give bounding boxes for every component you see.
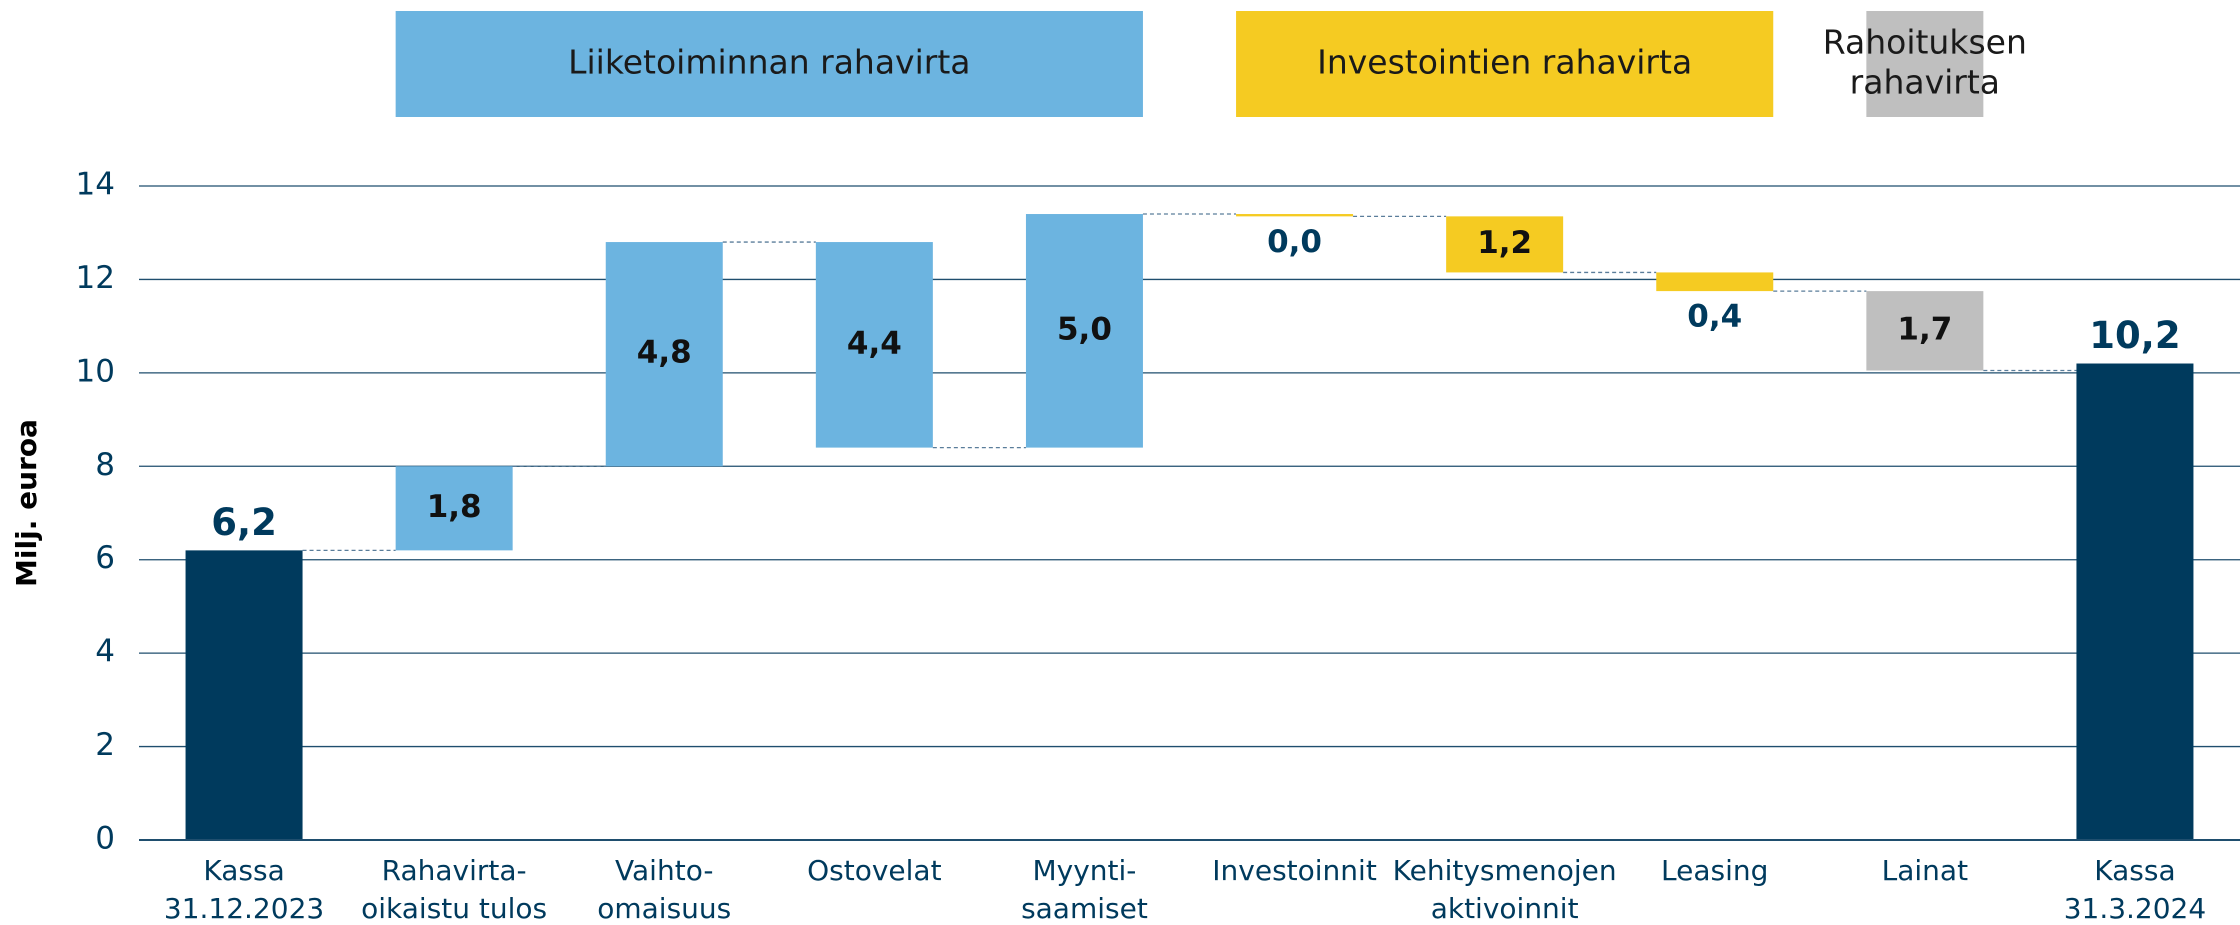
value-label: 4,8	[637, 335, 692, 371]
group-header	[1866, 11, 1984, 117]
value-label: 5,0	[1057, 311, 1112, 347]
y-tick-label: 0	[95, 821, 115, 857]
value-label: 0,4	[1687, 299, 1742, 335]
value-label: 10,2	[2089, 314, 2180, 357]
x-tick-label: Kehitysmenojen	[1393, 854, 1617, 887]
value-label: 0,0	[1267, 224, 1322, 260]
x-tick-label: Ostovelat	[807, 854, 941, 887]
y-tick-label: 4	[95, 634, 115, 670]
y-tick-label: 2	[95, 727, 115, 763]
y-tick-label: 6	[95, 540, 115, 576]
x-tick-label: omaisuus	[597, 892, 731, 925]
x-tick-label: Vaihto-	[615, 854, 713, 887]
value-label: 6,2	[211, 501, 277, 544]
bar	[2076, 363, 2194, 840]
y-tick-label: 14	[76, 167, 115, 203]
x-tick-label: saamiset	[1021, 892, 1148, 925]
x-tick-label: aktivoinnit	[1431, 892, 1579, 925]
bar	[1446, 216, 1564, 273]
bar	[1656, 272, 1774, 292]
x-tick-label: Kassa	[203, 854, 284, 887]
x-tick-label: Investoinnit	[1212, 854, 1377, 887]
value-label: 1,8	[427, 489, 482, 525]
bar	[185, 550, 303, 840]
group-header-label: Liiketoiminnan rahavirta	[568, 43, 970, 82]
x-tick-label: Rahavirta-	[382, 854, 527, 887]
group-header-label: Rahoituksen	[1823, 23, 2027, 62]
group-header-label: rahavirta	[1850, 63, 2000, 102]
y-tick-label: 8	[95, 447, 115, 483]
bar	[1236, 214, 1354, 217]
group-header-label: Investointien rahavirta	[1317, 43, 1692, 82]
bar	[605, 242, 723, 467]
x-tick-label: Lainat	[1882, 854, 1968, 887]
x-tick-label: Kassa	[2094, 854, 2175, 887]
y-axis-label: Milj. euroa	[10, 419, 43, 587]
group-header	[1236, 11, 1774, 117]
bar	[1866, 291, 1984, 371]
value-label: 4,4	[847, 325, 902, 361]
bar	[815, 242, 933, 448]
bar	[395, 466, 513, 551]
y-tick-label: 12	[76, 260, 115, 296]
x-tick-label: 31.12.2023	[164, 892, 324, 925]
group-header	[395, 11, 1143, 117]
x-tick-label: oikaistu tulos	[361, 892, 547, 925]
value-label: 1,2	[1477, 225, 1532, 261]
x-tick-label: Myynti-	[1032, 854, 1136, 887]
y-tick-label: 10	[76, 353, 115, 389]
x-tick-label: Leasing	[1661, 854, 1768, 887]
x-tick-label: 31.3.2024	[2064, 892, 2207, 925]
bar	[1025, 214, 1143, 448]
value-label: 1,7	[1897, 311, 1952, 347]
